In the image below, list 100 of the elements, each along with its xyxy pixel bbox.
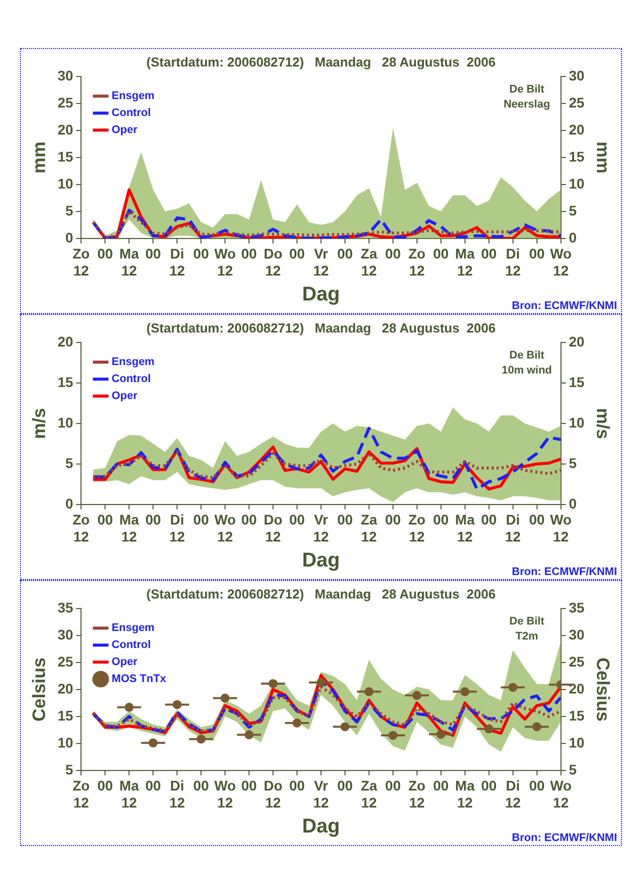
x-tick-label: Di 12 — [169, 512, 186, 544]
y2-tick-label: 5 — [568, 454, 577, 471]
x-tick-label: Do 12 — [264, 778, 282, 810]
y2-tick-label: 35 — [568, 599, 585, 616]
y-axis-title: mm — [28, 141, 49, 174]
x-tick-label: Zo 12 — [72, 512, 90, 544]
y2-tick-label: 10 — [568, 414, 585, 430]
y-tick-label: 0 — [65, 495, 74, 512]
y-tick-label: 35 — [58, 599, 74, 616]
x-tick-label: Wo 12 — [214, 778, 236, 810]
x-tick-label: 00 — [145, 778, 162, 794]
x-tick-label: Wo 12 — [214, 512, 236, 544]
y-tick-label: 5 — [65, 202, 74, 218]
y-tick-label: 15 — [58, 374, 74, 390]
annotation: De Bilt — [509, 84, 545, 96]
x-tick-label: Ma 12 — [455, 778, 475, 810]
x-tick-label: 00 — [145, 246, 162, 262]
x-tick-label: 00 — [289, 246, 306, 262]
x-tick-label: 00 — [193, 778, 210, 794]
y2-tick-label: 20 — [568, 333, 585, 350]
y2-tick-label: 20 — [568, 121, 585, 138]
x-tick-label: Wo 12 — [550, 778, 572, 810]
y-tick-label: 5 — [65, 761, 74, 778]
y-tick-label: 30 — [58, 626, 74, 642]
x-tick-label: Zo 12 — [408, 778, 426, 810]
x-tick-label: Ma 12 — [119, 246, 140, 278]
x-tick-label: Wo 12 — [550, 246, 572, 278]
x-tick-label: 00 — [529, 778, 545, 794]
y2-axis-title: Celsius — [593, 657, 614, 722]
y-tick-label: 20 — [58, 333, 74, 350]
x-tick-label: Di 12 — [505, 246, 521, 278]
x-tick-label: Di 12 — [169, 778, 186, 810]
x-tick-label: Za 12 — [360, 512, 378, 544]
text: Bron: ECMWF/KNMI — [512, 566, 617, 578]
y-axis-title: Celsius — [28, 657, 49, 722]
y-tick-label: 20 — [58, 121, 74, 138]
x-tick-label: 00 — [433, 512, 449, 528]
y-tick-label: 10 — [58, 734, 74, 750]
x-tick-label: Wo 12 — [214, 246, 236, 278]
x-tick-label: 00 — [481, 778, 497, 794]
chart-title: (Startdatum: 2006082712) Maandag 28 Augustus 2006 — [146, 586, 496, 602]
legend-label: Control — [112, 107, 151, 120]
x-axis-title: Dag — [302, 550, 340, 572]
y-tick-label: 10 — [58, 175, 74, 192]
x-tick-label: Ma 12 — [455, 512, 475, 544]
y-tick-label: 10 — [58, 414, 74, 430]
annotation: De Bilt — [509, 616, 545, 628]
annotation: De Bilt — [509, 350, 545, 362]
x-tick-label: 00 — [241, 778, 258, 794]
x-tick-label: 00 — [385, 778, 401, 794]
y-tick-label: 30 — [58, 67, 74, 84]
x-tick-label: Do 12 — [264, 246, 282, 278]
x-tick-label: Ma 12 — [455, 246, 475, 278]
x-tick-label: 00 — [337, 778, 353, 794]
annotation: T2m — [516, 630, 538, 643]
line-series — [92, 450, 561, 480]
x-tick-label: Di 12 — [505, 778, 521, 810]
x-tick-label: 00 — [529, 512, 545, 528]
legend-label: Oper — [112, 656, 138, 668]
x-tick-label: Za 12 — [360, 778, 378, 810]
x-tick-label: Za 12 — [360, 246, 378, 278]
x-tick-label: Zo 12 — [72, 778, 90, 810]
y2-tick-label: 10 — [568, 734, 585, 750]
x-tick-label: 00 — [241, 512, 258, 528]
legend-label: Oper — [112, 124, 138, 136]
y2-tick-label: 20 — [568, 680, 585, 696]
legend-label: Oper — [112, 390, 138, 402]
chart-title: (Startdatum: 2006082712) Maandag 28 Augustus 2006 — [146, 320, 496, 336]
x-tick-label: 00 — [145, 512, 162, 528]
y2-tick-label: 15 — [568, 148, 585, 164]
y2-tick-label: 30 — [568, 67, 585, 84]
y2-tick-label: 5 — [568, 202, 577, 218]
y-tick-label: 20 — [58, 680, 74, 696]
x-tick-label: Do 12 — [264, 512, 282, 544]
x-tick-label: 00 — [481, 246, 497, 262]
y2-axis-title: m/s — [593, 408, 614, 440]
y-axis-title: m/s — [28, 408, 49, 440]
y2-tick-label: 25 — [568, 653, 585, 670]
x-tick-label: 00 — [289, 512, 306, 528]
x-tick-label: Vr 12 — [313, 246, 329, 278]
annotation: Neerslag — [504, 98, 550, 111]
x-tick-label: 00 — [97, 512, 114, 528]
legend-label: Control — [112, 639, 151, 652]
legend-label: MOS TnTx — [112, 673, 167, 686]
x-tick-label: Di 12 — [169, 246, 186, 278]
legend-label: Control — [112, 373, 151, 386]
x-tick-label: 00 — [241, 246, 258, 262]
x-tick-label: 00 — [433, 246, 449, 262]
y-tick-label: 15 — [58, 707, 74, 724]
x-tick-label: Zo 12 — [408, 512, 426, 544]
x-tick-label: Zo 12 — [408, 246, 426, 278]
y2-tick-label: 25 — [568, 94, 585, 110]
y2-tick-label: 0 — [568, 495, 577, 512]
y-tick-label: 15 — [58, 148, 74, 164]
y-tick-label: 0 — [65, 229, 74, 246]
y2-axis-title: mm — [593, 141, 614, 174]
x-tick-label: Di 12 — [505, 512, 521, 544]
x-tick-label: Vr 12 — [313, 778, 329, 810]
x-axis-title: Dag — [302, 284, 340, 306]
x-tick-label: Ma 12 — [119, 778, 140, 810]
